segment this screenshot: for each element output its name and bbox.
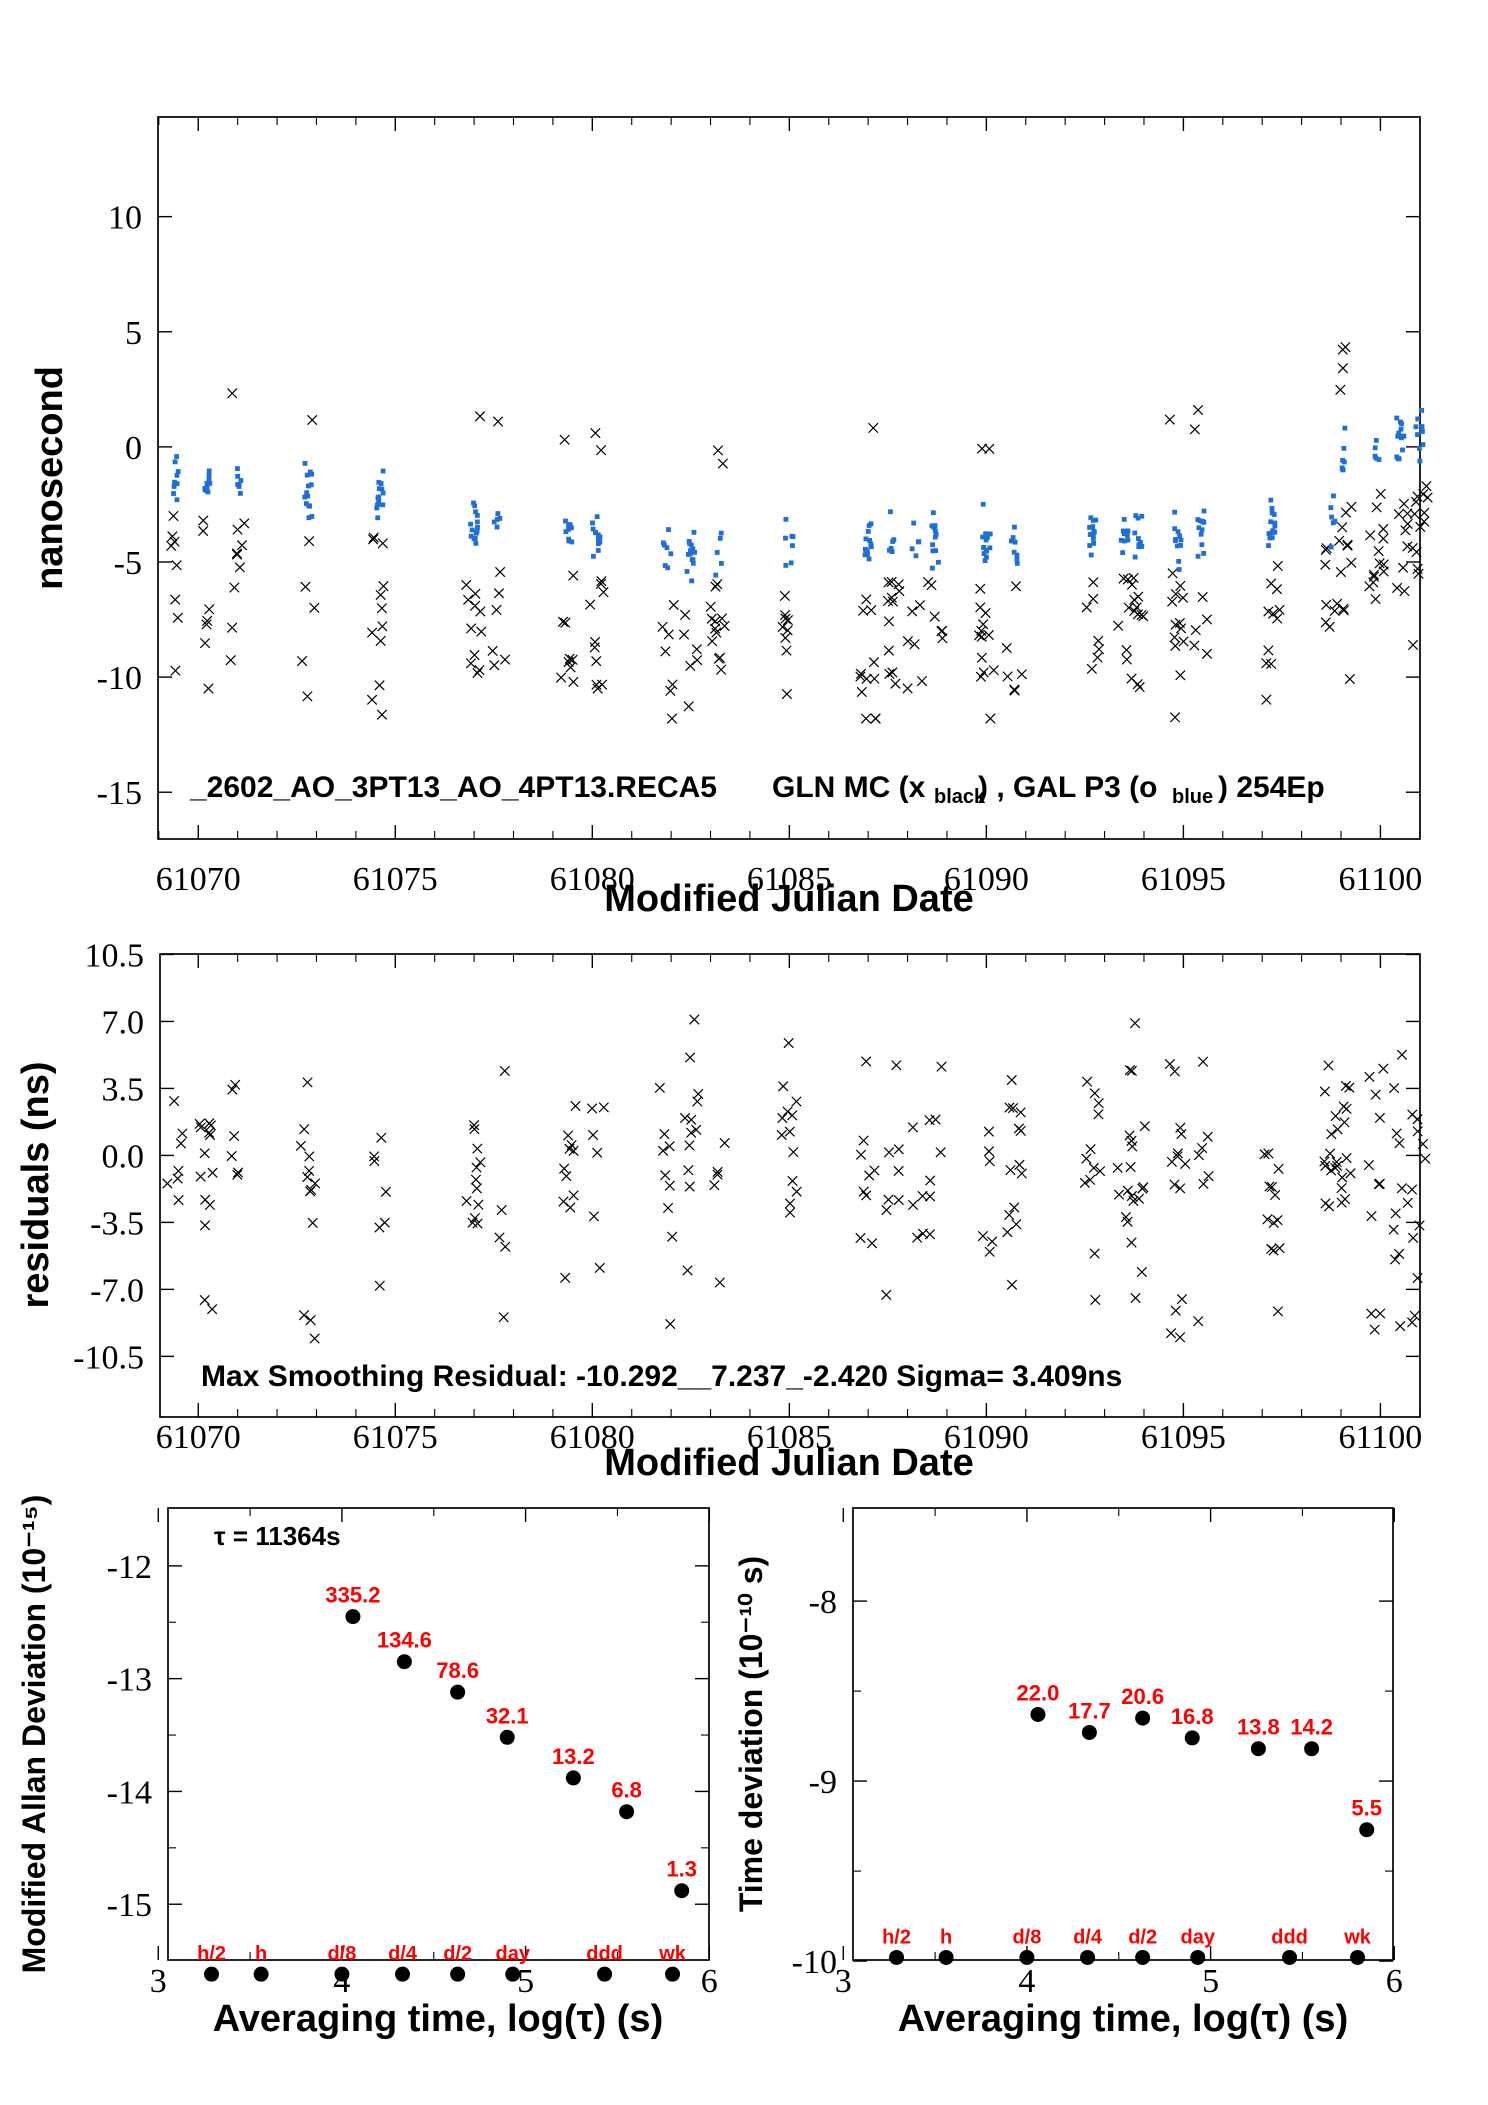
svg-text:10.5: 10.5 bbox=[85, 937, 145, 974]
svg-text:τ = 11364s: τ = 11364s bbox=[214, 1521, 341, 1551]
svg-text:day: day bbox=[496, 1943, 531, 1965]
svg-text:_2602_AO_3PT13_AO_4PT13.RECA5: _2602_AO_3PT13_AO_4PT13.RECA5 bbox=[189, 771, 717, 804]
svg-text:Averaging time, log(τ) (s): Averaging time, log(τ) (s) bbox=[213, 1998, 663, 2040]
svg-text:-3.5: -3.5 bbox=[90, 1205, 144, 1242]
svg-text:22.0: 22.0 bbox=[1017, 1680, 1060, 1705]
svg-text:GLN MC (x: GLN MC (x bbox=[772, 771, 926, 804]
svg-text:6.8: 6.8 bbox=[611, 1778, 642, 1803]
svg-text:ddd: ddd bbox=[1271, 1926, 1308, 1948]
svg-text:78.6: 78.6 bbox=[436, 1658, 479, 1683]
svg-text:61095: 61095 bbox=[1141, 1419, 1226, 1456]
svg-text:Averaging time, log(τ) (s): Averaging time, log(τ) (s) bbox=[898, 1998, 1348, 2040]
svg-text:0.0: 0.0 bbox=[102, 1138, 145, 1175]
svg-text:61070: 61070 bbox=[156, 1419, 241, 1456]
svg-text:13.2: 13.2 bbox=[552, 1744, 595, 1769]
svg-text:-15: -15 bbox=[97, 775, 142, 812]
svg-text:-13: -13 bbox=[107, 1662, 152, 1699]
svg-text:5: 5 bbox=[517, 1963, 534, 2000]
svg-text:-10.5: -10.5 bbox=[73, 1339, 144, 1376]
svg-text:blue: blue bbox=[1172, 786, 1213, 808]
svg-text:day: day bbox=[1181, 1926, 1216, 1948]
svg-text:) 254Ep: ) 254Ep bbox=[1218, 771, 1325, 804]
svg-text:13.8: 13.8 bbox=[1237, 1715, 1280, 1740]
svg-text:ddd: ddd bbox=[586, 1943, 623, 1965]
svg-text:residuals (ns): residuals (ns) bbox=[15, 1061, 57, 1308]
svg-text:-8: -8 bbox=[809, 1584, 837, 1621]
svg-text:nanosecond: nanosecond bbox=[29, 366, 71, 590]
svg-text:Modified Allan Deviation (10⁻¹: Modified Allan Deviation (10⁻¹⁵) bbox=[16, 1495, 52, 1974]
svg-text:32.1: 32.1 bbox=[486, 1703, 529, 1728]
svg-text:d/8: d/8 bbox=[327, 1943, 356, 1965]
svg-text:-5: -5 bbox=[114, 545, 142, 582]
svg-text:wk: wk bbox=[658, 1943, 687, 1965]
svg-text:5.5: 5.5 bbox=[1351, 1796, 1382, 1821]
svg-text:61095: 61095 bbox=[1141, 861, 1226, 898]
svg-text:134.6: 134.6 bbox=[377, 1628, 432, 1653]
svg-text:61100: 61100 bbox=[1339, 861, 1423, 898]
svg-text:1.3: 1.3 bbox=[666, 1857, 697, 1882]
svg-text:Modified Julian Date: Modified Julian Date bbox=[604, 1442, 973, 1484]
svg-text:3.5: 3.5 bbox=[102, 1071, 145, 1108]
svg-text:-7.0: -7.0 bbox=[90, 1272, 144, 1309]
svg-text:-14: -14 bbox=[107, 1774, 152, 1811]
svg-text:d/4: d/4 bbox=[388, 1943, 418, 1965]
svg-text:3: 3 bbox=[835, 1963, 852, 2000]
svg-text:6: 6 bbox=[1386, 1963, 1403, 2000]
svg-text:d/4: d/4 bbox=[1073, 1926, 1103, 1948]
svg-text:14.2: 14.2 bbox=[1290, 1715, 1333, 1740]
svg-text:16.8: 16.8 bbox=[1171, 1704, 1214, 1729]
svg-text:5: 5 bbox=[1202, 1963, 1219, 2000]
svg-text:h: h bbox=[940, 1926, 952, 1948]
svg-text:h/2: h/2 bbox=[197, 1943, 226, 1965]
svg-text:-10: -10 bbox=[97, 660, 142, 697]
svg-text:61075: 61075 bbox=[353, 861, 438, 898]
svg-text:5: 5 bbox=[125, 315, 142, 352]
svg-text:7.0: 7.0 bbox=[102, 1004, 145, 1041]
svg-text:d/8: d/8 bbox=[1012, 1926, 1041, 1948]
svg-text:Time deviation (10⁻¹⁰ s): Time deviation (10⁻¹⁰ s) bbox=[733, 1556, 769, 1912]
svg-text:-10: -10 bbox=[792, 1944, 837, 1981]
svg-text:h: h bbox=[255, 1943, 267, 1965]
svg-text:20.6: 20.6 bbox=[1121, 1684, 1164, 1709]
svg-text:0: 0 bbox=[125, 430, 142, 467]
svg-text:61070: 61070 bbox=[156, 861, 241, 898]
svg-text:h/2: h/2 bbox=[882, 1926, 911, 1948]
svg-text:Modified Julian Date: Modified Julian Date bbox=[604, 878, 973, 920]
svg-text:d/2: d/2 bbox=[1128, 1926, 1157, 1948]
svg-text:3: 3 bbox=[150, 1963, 167, 2000]
svg-text:wk: wk bbox=[1343, 1926, 1372, 1948]
svg-text:4: 4 bbox=[1018, 1963, 1035, 2000]
svg-text:-9: -9 bbox=[809, 1764, 837, 1801]
svg-text:6: 6 bbox=[701, 1963, 718, 2000]
svg-text:-15: -15 bbox=[107, 1887, 152, 1924]
svg-text:335.2: 335.2 bbox=[325, 1583, 380, 1608]
svg-text:Max Smoothing Residual: -10.29: Max Smoothing Residual: -10.292__7.237_-… bbox=[201, 1360, 1122, 1393]
svg-text:61100: 61100 bbox=[1339, 1419, 1423, 1456]
svg-text:17.7: 17.7 bbox=[1068, 1698, 1111, 1723]
svg-text:) , GAL P3 (o: ) , GAL P3 (o bbox=[978, 771, 1157, 804]
svg-text:10: 10 bbox=[108, 200, 142, 237]
svg-text:d/2: d/2 bbox=[443, 1943, 472, 1965]
svg-text:61075: 61075 bbox=[353, 1419, 438, 1456]
svg-text:-12: -12 bbox=[107, 1549, 152, 1586]
